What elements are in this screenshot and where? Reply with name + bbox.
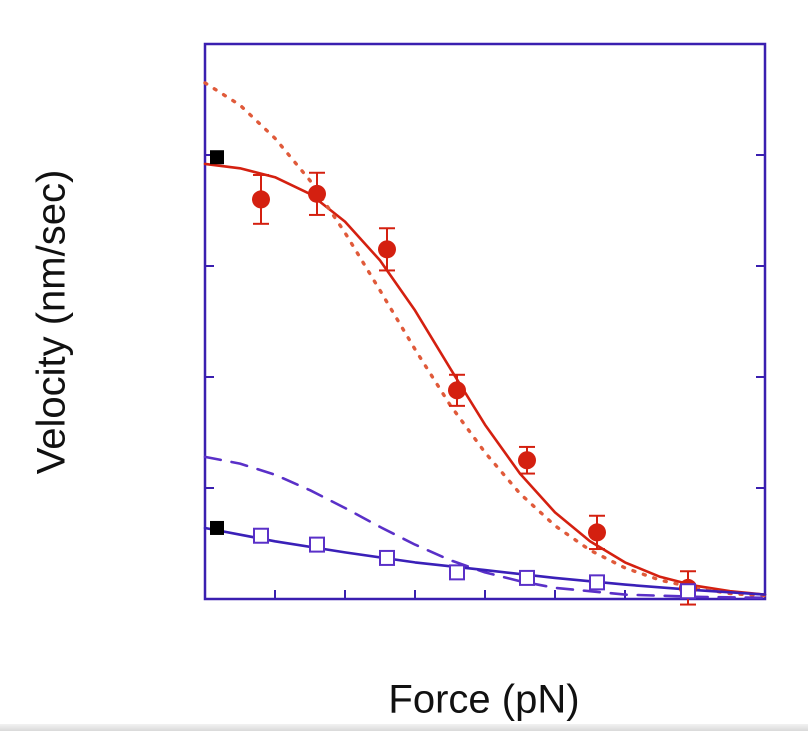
data-point-circle	[448, 381, 466, 400]
window-bottom-edge	[0, 724, 808, 731]
data-point-square	[449, 564, 465, 581]
data-point-square	[253, 527, 269, 544]
data-point-circle	[252, 190, 270, 209]
x-axis-label: Force (pN)	[388, 677, 580, 722]
fit-curve-dashed	[203, 455, 767, 600]
data-point-square	[519, 569, 535, 586]
data-point-square	[680, 583, 696, 600]
data-point-circle	[588, 523, 606, 542]
data-point-black-square	[210, 520, 224, 535]
plot-frame	[203, 42, 767, 601]
y-axis-label: Velocity (nm/sec)	[29, 169, 74, 475]
data-point-circle	[308, 184, 326, 203]
data-point-square	[379, 549, 395, 566]
data-point-circle	[518, 451, 536, 470]
fit-curve-solid	[203, 526, 767, 596]
data-point-square	[589, 574, 605, 591]
fit-curve-solid	[203, 162, 767, 596]
fit-curve-dotted	[203, 81, 767, 598]
data-point-circle	[378, 240, 396, 259]
data-point-black-square	[210, 150, 224, 165]
data-point-square	[309, 536, 325, 553]
